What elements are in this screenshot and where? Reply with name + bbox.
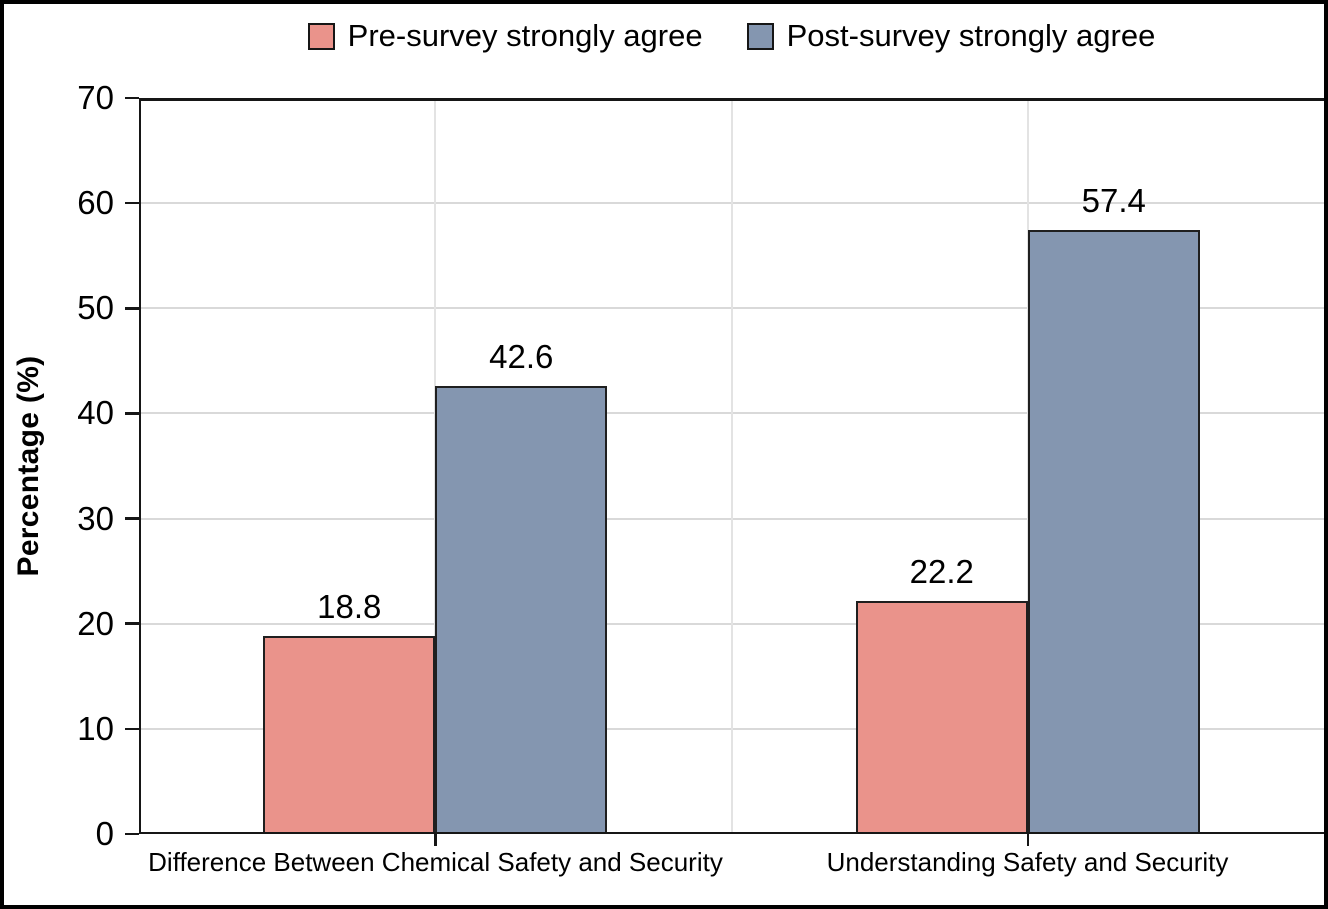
y-axis-tick [125, 307, 139, 310]
y-axis-tick-label: 0 [95, 815, 114, 852]
x-axis-category-label-2: Understanding Safety and Security [826, 847, 1229, 877]
legend-label-pre-survey: Pre-survey strongly agree [347, 18, 703, 53]
legend-label-post-survey: Post-survey strongly agree [786, 18, 1156, 53]
y-axis-tick-label: 40 [77, 394, 114, 432]
bar-post-survey-1 [435, 386, 608, 834]
y-axis-tick [125, 622, 139, 625]
legend-item-post-survey: Post-survey strongly agree [746, 16, 1156, 56]
y-axis-tick-label: 20 [77, 604, 114, 642]
x-axis-category-label-1: Difference Between Chemical Safety and S… [148, 847, 723, 877]
gridline-vertical [730, 98, 733, 834]
y-axis-tick-label: 60 [77, 184, 114, 222]
y-axis-tick-label: 70 [77, 79, 114, 116]
y-axis-tick-label: 50 [77, 289, 114, 327]
y-axis-tick-label: 30 [77, 499, 114, 537]
bar-value-label: 57.4 [1081, 182, 1146, 220]
bar-value-label: 22.2 [909, 552, 974, 590]
bar-value-label: 18.8 [317, 588, 382, 626]
y-axis-tick [125, 517, 139, 520]
legend-swatch-pre-survey-icon [307, 22, 335, 50]
legend: Pre-survey strongly agree Post-survey st… [139, 16, 1324, 56]
legend-swatch-post-survey-icon [746, 22, 774, 50]
y-axis-tick [125, 832, 139, 836]
bar-pre-survey-1 [263, 636, 436, 834]
y-axis-tick [125, 727, 139, 731]
y-axis-tick [125, 96, 139, 100]
legend-item-pre-survey: Pre-survey strongly agree [307, 16, 703, 56]
y-axis-tick [125, 412, 139, 415]
x-axis-tick [1026, 834, 1029, 846]
y-axis-tick-label: 10 [77, 709, 114, 747]
x-axis-tick [434, 834, 437, 846]
y-axis-tick [125, 201, 139, 205]
bar-value-label: 42.6 [489, 338, 554, 376]
bar-pre-survey-2 [855, 600, 1028, 834]
bar-post-survey-2 [1027, 230, 1200, 834]
